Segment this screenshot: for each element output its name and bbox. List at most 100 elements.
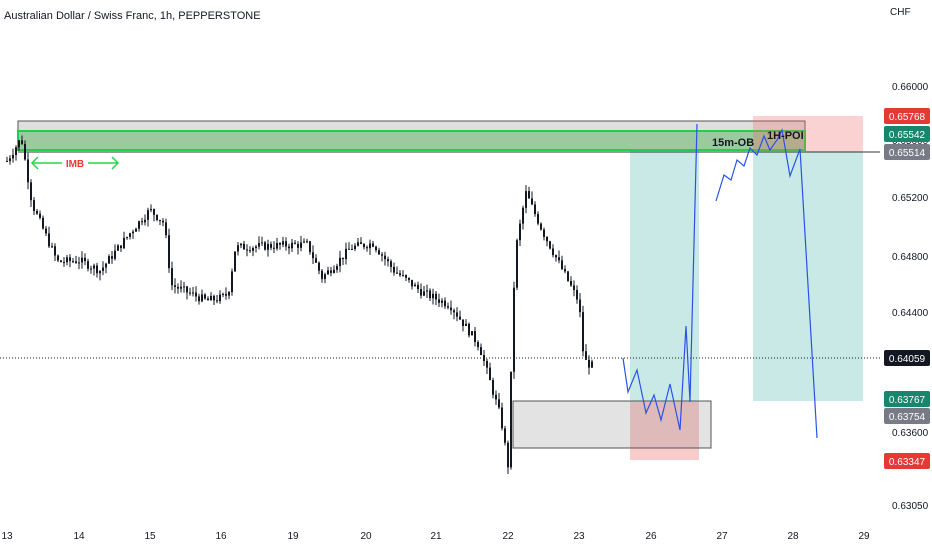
candle-body — [438, 299, 440, 303]
candle — [21, 135, 23, 146]
candle-body — [147, 210, 149, 220]
candle-body — [189, 292, 191, 294]
candle — [132, 229, 134, 239]
candle — [183, 281, 185, 293]
candle — [468, 322, 470, 338]
candle-body — [543, 229, 545, 237]
price-badge: 0.65542 — [884, 126, 930, 142]
candle — [87, 258, 89, 272]
candle — [123, 231, 125, 250]
candle-body — [42, 217, 44, 229]
candle-body — [426, 290, 428, 292]
candle — [492, 377, 494, 399]
candle — [159, 219, 161, 226]
candle-body — [495, 394, 497, 400]
candle-body — [210, 295, 212, 301]
candle — [264, 240, 266, 251]
candle-body — [585, 351, 587, 360]
candle-body — [129, 233, 131, 237]
candle — [510, 371, 512, 470]
candle-body — [57, 255, 59, 261]
candle — [546, 236, 548, 247]
candle-body — [18, 140, 20, 148]
candle — [480, 343, 482, 356]
candle — [555, 254, 557, 262]
candle-body — [303, 241, 305, 243]
candle — [405, 274, 407, 282]
long-target-zone — [630, 150, 699, 402]
candle — [276, 237, 278, 251]
candle-body — [54, 246, 56, 256]
price-badge: 0.63767 — [884, 391, 930, 407]
price-badge-label: 0.63347 — [889, 457, 926, 468]
candle — [537, 211, 539, 226]
candle — [144, 214, 146, 226]
candle-body — [522, 207, 524, 224]
candle-body — [330, 270, 332, 273]
candle-body — [273, 247, 275, 249]
price-badge: 0.65514 — [884, 144, 930, 160]
candle-body — [144, 219, 146, 223]
candle — [171, 261, 173, 291]
candle — [450, 300, 452, 315]
x-tick-label: 28 — [787, 531, 799, 542]
candle-body — [363, 244, 365, 248]
candle — [294, 239, 296, 245]
candle — [420, 283, 422, 299]
candle-body — [579, 299, 581, 313]
candle-body — [387, 259, 389, 262]
candle — [105, 262, 107, 274]
candle — [225, 287, 227, 300]
candle-body — [270, 244, 272, 248]
candle-body — [90, 268, 92, 270]
candle-body — [453, 310, 455, 313]
candle-body — [255, 246, 257, 248]
candle — [120, 245, 122, 252]
candle-body — [534, 204, 536, 214]
projection-path-short — [715, 128, 818, 439]
candle-body — [243, 243, 245, 250]
candle — [27, 152, 29, 190]
candle-body — [27, 159, 29, 183]
candle — [378, 247, 380, 256]
candle-body — [162, 220, 164, 223]
candle — [42, 215, 44, 230]
candle-body — [339, 257, 341, 266]
candle — [234, 251, 236, 272]
candle — [579, 293, 581, 318]
candle-body — [24, 143, 26, 160]
candle — [516, 238, 518, 291]
candle-body — [201, 294, 203, 302]
candle-body — [114, 250, 116, 259]
candle-body — [462, 319, 464, 326]
candle-body — [132, 231, 134, 234]
candle-body — [519, 223, 521, 241]
candle — [435, 290, 437, 306]
candle-body — [324, 274, 326, 279]
candle — [489, 362, 491, 381]
candle-body — [225, 293, 227, 296]
candle-body — [513, 287, 515, 372]
price-badge: 0.65768 — [884, 108, 930, 124]
candle — [300, 235, 302, 252]
candle-body — [12, 155, 14, 159]
candle — [456, 307, 458, 322]
x-tick-label: 27 — [716, 531, 728, 542]
candle — [498, 392, 500, 410]
candle-body — [477, 341, 479, 348]
candle-body — [378, 250, 380, 255]
candle — [354, 242, 356, 252]
candle-body — [333, 269, 335, 273]
candle — [483, 349, 485, 366]
candle — [78, 256, 80, 270]
candle — [189, 287, 191, 296]
candle — [279, 242, 281, 250]
candle-body — [207, 298, 209, 301]
candle — [309, 240, 311, 255]
candle-body — [237, 245, 239, 252]
candle-body — [318, 262, 320, 271]
candle — [561, 255, 563, 271]
candle — [342, 257, 344, 266]
candle — [576, 285, 578, 304]
